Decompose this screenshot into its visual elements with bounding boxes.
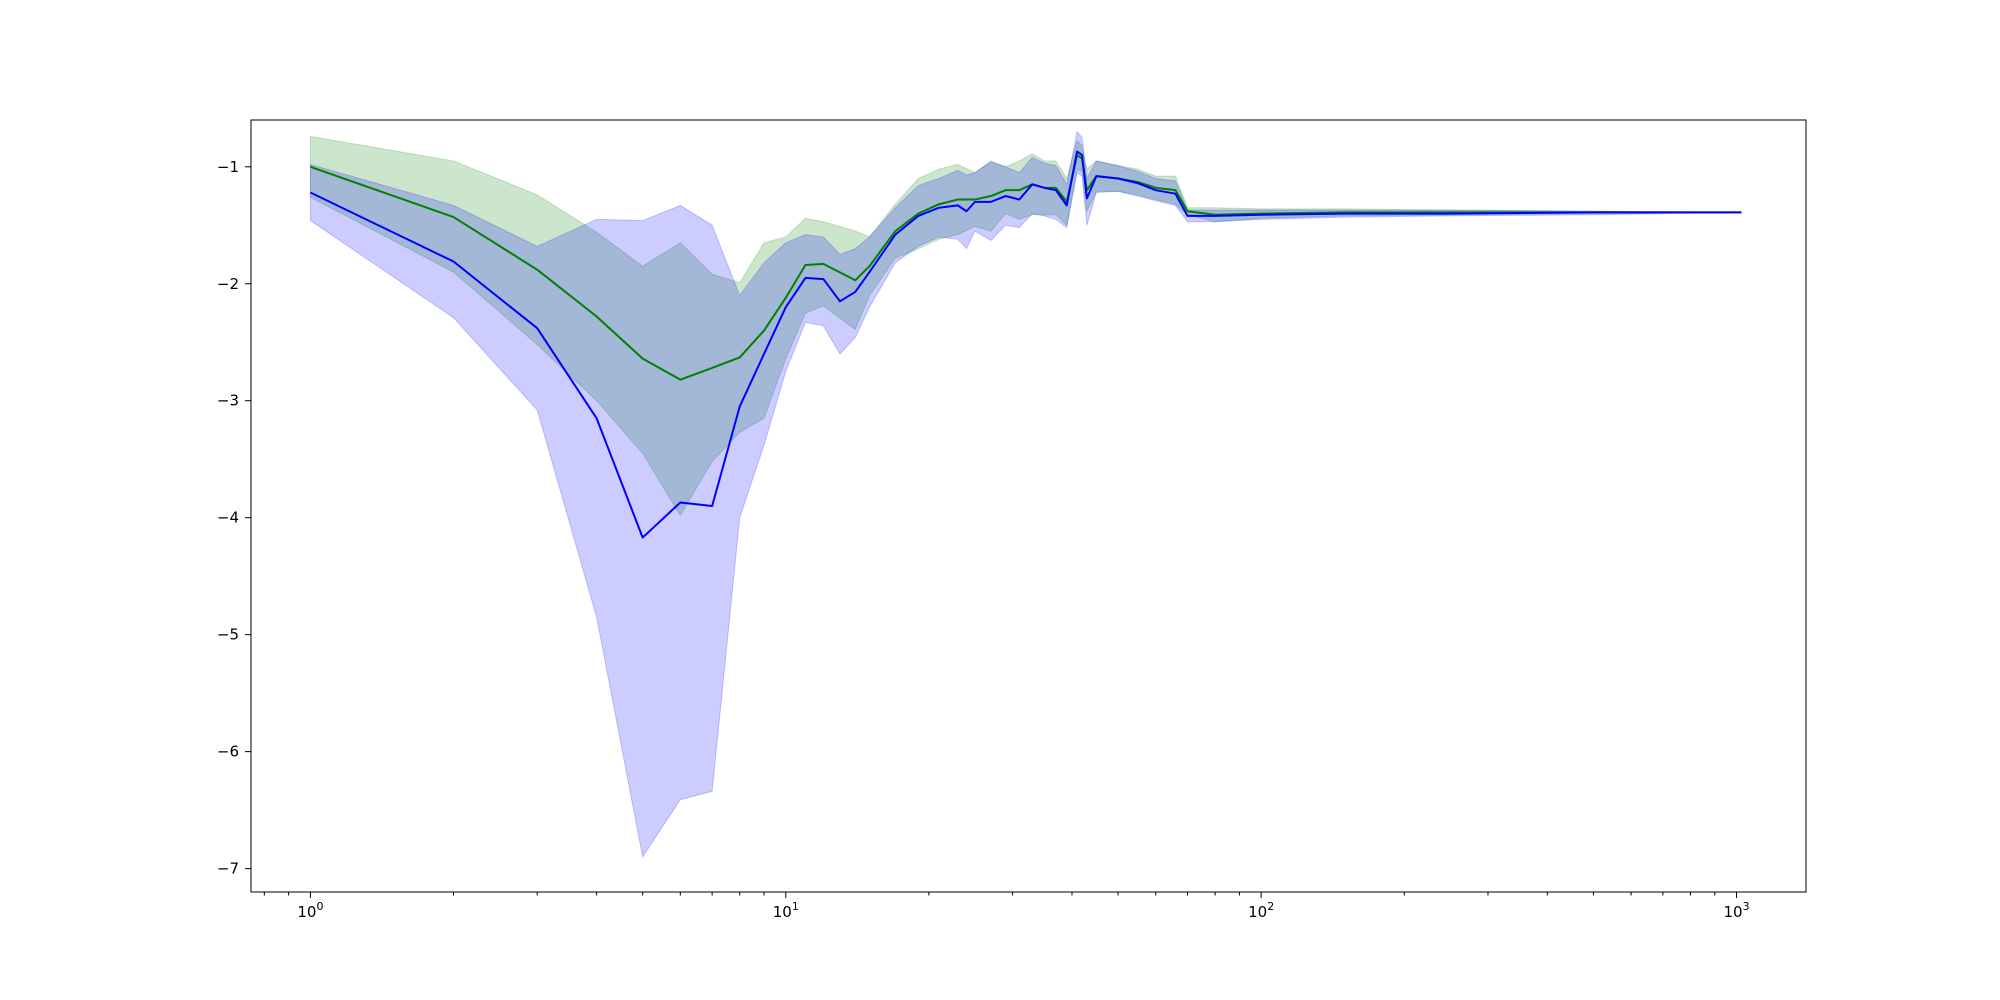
y-tick-label: −6 xyxy=(217,743,239,761)
series-lines xyxy=(309,150,1742,539)
plot-frame xyxy=(250,119,1807,893)
x-tick-label: 103 xyxy=(1723,900,1749,921)
x-tick-label: 100 xyxy=(297,900,323,921)
x-tick-label: 102 xyxy=(1248,900,1274,921)
series-2-band xyxy=(309,130,1742,859)
series-2-line xyxy=(309,150,1742,539)
y-axis: −1 −2 −3 −4 −5 −6 −7 xyxy=(217,158,251,878)
x-axis: 100 101 102 103 xyxy=(263,892,1750,921)
y-tick-label: −3 xyxy=(217,392,239,410)
x-tick-label: 101 xyxy=(773,900,799,921)
y-tick-label: −4 xyxy=(217,509,239,527)
y-tick-label: −5 xyxy=(217,626,239,644)
series-1-line xyxy=(310,154,1742,381)
y-tick-label: −2 xyxy=(217,275,239,293)
y-tick-label: −1 xyxy=(217,158,239,176)
y-tick-label: −7 xyxy=(217,860,239,878)
